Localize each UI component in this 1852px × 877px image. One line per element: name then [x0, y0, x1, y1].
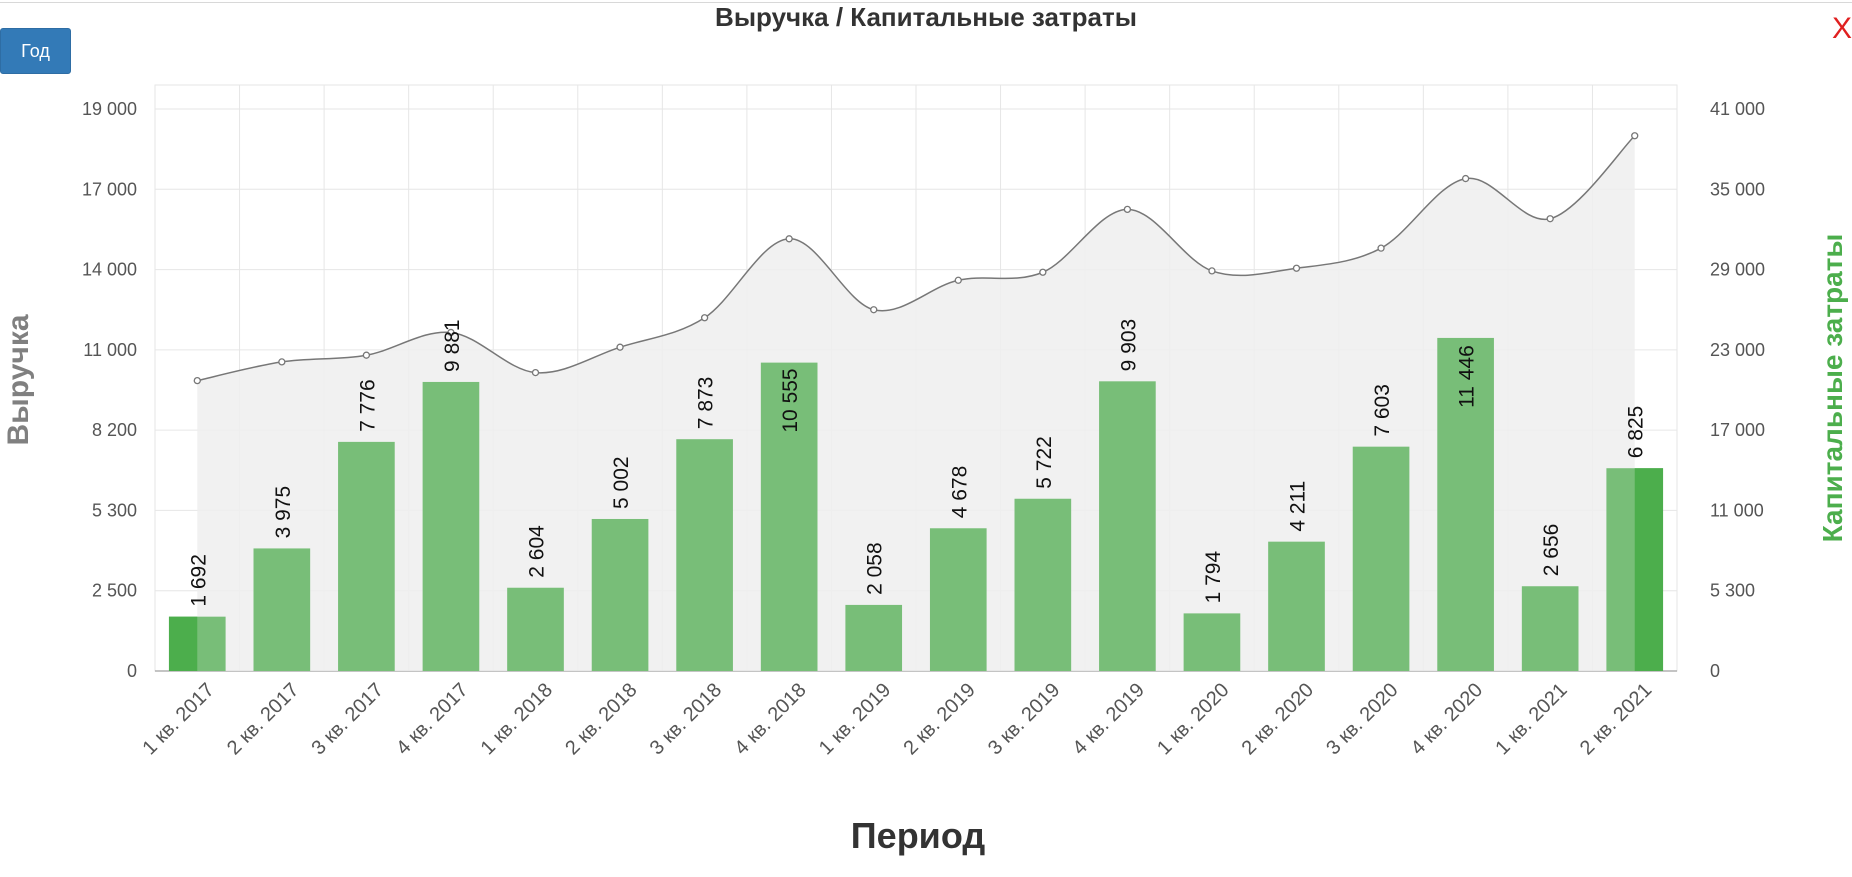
bar — [1521, 586, 1579, 671]
bar-value-label: 3 975 — [272, 486, 295, 539]
area-point — [1461, 174, 1470, 183]
bar-highlight — [168, 616, 198, 671]
x-tick-label: 1 кв. 2017 — [138, 679, 218, 759]
bar-highlight — [1634, 468, 1664, 671]
area-point — [785, 235, 793, 243]
area-point — [1546, 215, 1554, 223]
y-axis-title: Выручка — [2, 314, 35, 445]
bar-value-label: 9 881 — [441, 319, 464, 372]
x-tick-label: 1 кв. 2020 — [1153, 679, 1233, 759]
y-tick-label: 5 300 — [92, 500, 137, 520]
bar-value-label: 10 555 — [779, 368, 802, 432]
bar — [1437, 337, 1494, 671]
area-point — [531, 368, 540, 377]
bar — [591, 518, 649, 671]
bar-value-label: 2 604 — [526, 525, 549, 578]
area-point — [954, 276, 962, 284]
bar — [676, 439, 733, 671]
bar — [1183, 613, 1241, 671]
bar — [253, 548, 311, 671]
bar-value-label: 4 211 — [1287, 481, 1310, 532]
bar — [1014, 498, 1072, 671]
bar-value-label: 6 825 — [1625, 406, 1648, 459]
bar — [1268, 541, 1325, 671]
area-point — [700, 314, 709, 322]
x-tick-label: 2 кв. 2020 — [1238, 679, 1318, 759]
x-tick-label: 3 кв. 2018 — [646, 679, 726, 759]
y2-tick-label: 41 000 — [1710, 99, 1765, 119]
bar-value-label: 7 603 — [1371, 384, 1394, 437]
bar-value-label: 2 656 — [1540, 524, 1563, 577]
bar-value-label: 11 446 — [1456, 345, 1479, 408]
y2-tick-label: 11 000 — [1710, 500, 1764, 520]
bar-value-label: 7 776 — [356, 379, 379, 432]
period-year-button[interactable]: Год — [0, 28, 71, 74]
x-axis-title: Период — [851, 815, 986, 856]
y-tick-label: 2 500 — [92, 581, 137, 601]
x-tick-label: 2 кв. 2017 — [223, 679, 303, 759]
x-tick-label: 4 кв. 2019 — [1069, 679, 1149, 759]
bar-value-label: 2 058 — [864, 542, 887, 595]
y2-tick-label: 0 — [1710, 661, 1720, 681]
y-tick-label: 8 200 — [92, 420, 137, 440]
area-point — [1208, 267, 1216, 275]
x-tick-label: 1 кв. 2018 — [477, 679, 557, 759]
y2-tick-label: 5 300 — [1710, 581, 1755, 601]
x-tick-label: 2 кв. 2018 — [561, 679, 641, 759]
bar — [929, 528, 987, 671]
y2-tick-label: 29 000 — [1710, 260, 1765, 280]
top-divider — [0, 2, 1852, 3]
area-point — [870, 306, 878, 314]
bar-value-label: 9 903 — [1117, 319, 1140, 372]
bar — [760, 362, 818, 671]
y2-tick-label: 23 000 — [1710, 340, 1765, 360]
bar — [1352, 446, 1410, 671]
x-tick-label: 1 кв. 2021 — [1491, 679, 1571, 759]
x-tick-label: 3 кв. 2020 — [1322, 679, 1402, 759]
y2-tick-label: 35 000 — [1710, 179, 1765, 199]
y-tick-label: 17 000 — [82, 179, 137, 199]
y2-axis-title: Капитальные затраты — [1817, 234, 1848, 543]
x-tick-label: 4 кв. 2020 — [1407, 679, 1487, 759]
x-tick-label: 2 кв. 2021 — [1576, 679, 1656, 759]
bar — [422, 381, 480, 671]
bar — [338, 441, 395, 671]
y-tick-label: 14 000 — [82, 260, 137, 280]
x-tick-label: 4 кв. 2017 — [392, 679, 472, 759]
area-point — [1377, 244, 1385, 252]
area-point — [362, 351, 371, 359]
bar — [507, 587, 564, 671]
close-icon[interactable]: X — [1832, 12, 1852, 45]
bar-value-label: 5 002 — [610, 456, 633, 509]
y-tick-label: 11 000 — [83, 340, 137, 360]
area-point — [1292, 264, 1301, 272]
area-point — [193, 376, 201, 385]
bar-value-label: 4 678 — [948, 466, 971, 519]
area-point — [1631, 132, 1639, 140]
area-point — [278, 358, 286, 366]
bar — [1099, 381, 1156, 671]
area-point — [1039, 268, 1047, 276]
area-point — [616, 343, 624, 351]
bar — [845, 604, 903, 671]
x-tick-label: 4 кв. 2018 — [730, 679, 810, 759]
x-tick-label: 2 кв. 2019 — [899, 679, 979, 759]
chart-title: Выручка / Капитальные затраты — [715, 2, 1137, 32]
bar-value-label: 5 722 — [1033, 436, 1056, 489]
bar-value-label: 1 692 — [187, 554, 210, 607]
bar-value-label: 7 873 — [695, 377, 718, 430]
x-tick-label: 1 кв. 2019 — [815, 679, 895, 759]
y-tick-label: 19 000 — [82, 99, 137, 119]
x-tick-label: 3 кв. 2017 — [308, 679, 388, 759]
area-fill — [197, 135, 1635, 671]
area-point — [447, 328, 455, 337]
x-tick-label: 3 кв. 2019 — [984, 679, 1064, 759]
y-tick-label: 0 — [127, 661, 137, 681]
y2-tick-label: 17 000 — [1710, 420, 1765, 440]
area-point — [1123, 205, 1132, 214]
bar-value-label: 1 794 — [1202, 551, 1225, 604]
